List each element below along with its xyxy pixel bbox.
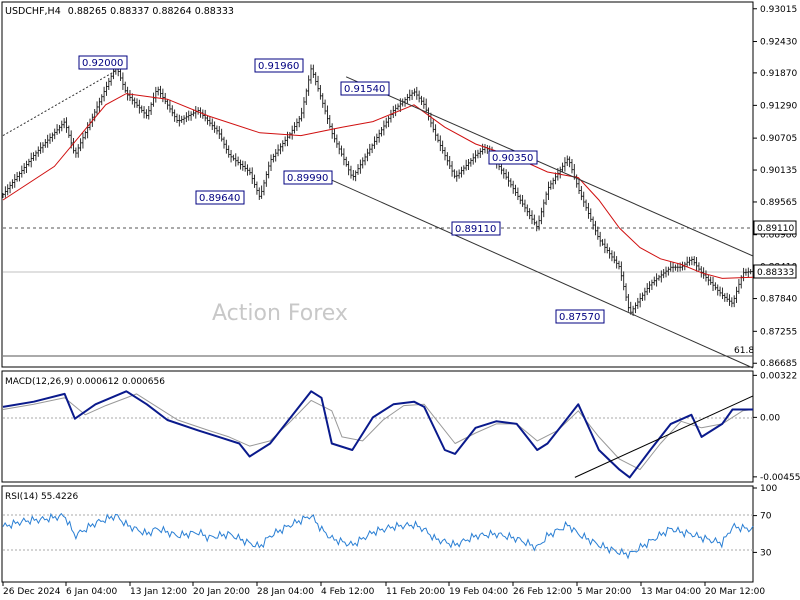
rsi-axis-label: 70 (760, 512, 772, 522)
level-price-tag: 0.89110 (753, 220, 797, 235)
svg-text:0.89640: 0.89640 (199, 193, 240, 204)
price-axis-label: 0.93015 (760, 5, 797, 15)
price-axis-label: 0.90705 (760, 134, 797, 144)
x-axis-label: 20 Mar 12:00 (705, 587, 765, 597)
macd-line (2, 390, 753, 479)
x-axis-label: 20 Jan 20:00 (193, 587, 250, 597)
macd-axis-label: 0.00322 (760, 371, 797, 381)
price-layer (1, 62, 755, 369)
annotation-box: 0.91960 (254, 58, 304, 73)
svg-text:0.91960: 0.91960 (258, 61, 299, 72)
macd-panel (1, 370, 754, 483)
x-axis: 26 Dec 2024 6 Jan 04:00 13 Jan 12:00 20 Jan… (2, 582, 765, 597)
price-axis-label: 0.86685 (760, 359, 797, 369)
annotation-box: 0.90350 (488, 150, 538, 165)
annotation-box: 0.89110 (451, 221, 501, 236)
svg-text:0.91540: 0.91540 (344, 84, 385, 95)
price-axis-label: 0.87255 (760, 327, 797, 337)
macd-layer (2, 390, 754, 479)
rsi-line (2, 512, 754, 560)
macd-axis-label: 0.00 (760, 413, 780, 423)
current-price-tag: 0.88333 (753, 264, 797, 279)
rsi-layer (2, 512, 754, 560)
price-axis-label: 0.88980 (760, 231, 797, 241)
price-annotations: 0.92000 0.91960 0.91540 0.90350 0.89640 … (78, 55, 605, 324)
price-axis-label: 0.89565 (760, 198, 797, 208)
macd-support-line (574, 395, 754, 478)
left-trendline (2, 65, 126, 137)
channel-upper-line (345, 76, 754, 257)
rsi-panel-title: RSI(14) 55.4226 (5, 492, 78, 502)
channel-lower-line (319, 174, 754, 369)
ohlc-values: 0.88265 0.88337 0.88264 0.88333 (68, 6, 234, 17)
price-axis-label: 0.87840 (760, 295, 797, 305)
symbol-label: USDCHF,H4 (5, 6, 61, 17)
svg-text:0.89990: 0.89990 (287, 173, 328, 184)
svg-text:0.89110: 0.89110 (455, 224, 496, 235)
annotation-box: 0.92000 (78, 55, 128, 70)
x-axis-label: 13 Jan 12:00 (130, 587, 187, 597)
svg-text:0.87570: 0.87570 (559, 312, 600, 323)
annotation-box: 0.87570 (555, 309, 605, 324)
fib-label: 61.8 (734, 346, 754, 356)
x-axis-label: 28 Jan 04:00 (257, 587, 314, 597)
x-axis-label: 5 Mar 20:00 (577, 587, 632, 597)
x-axis-label: 4 Feb 12:00 (321, 587, 375, 597)
moving-average-line (2, 93, 754, 279)
macd-signal-line (2, 393, 754, 471)
x-axis-label: 26 Dec 2024 (3, 587, 61, 597)
price-axis-label: 0.91870 (760, 69, 797, 79)
x-axis-label: 6 Jan 04:00 (66, 587, 118, 597)
price-axis-label: 0.92430 (760, 38, 797, 48)
rsi-panel (1, 485, 754, 583)
price-axis-label: 0.90135 (760, 166, 797, 176)
price-axis-label: 0.91290 (760, 101, 797, 111)
svg-text:0.88333: 0.88333 (757, 268, 794, 278)
svg-text:0.89110: 0.89110 (757, 224, 794, 234)
rsi-axis-label: 100 (760, 484, 777, 494)
macd-axis-label: -0.004559 (760, 473, 800, 483)
macd-axis: 0.00322 0.00 -0.004559 (753, 371, 800, 483)
x-axis-label: 11 Feb 20:00 (386, 587, 445, 597)
rsi-axis-label: 30 (760, 548, 772, 558)
svg-text:0.92000: 0.92000 (82, 58, 123, 69)
annotation-box: 0.91540 (340, 81, 390, 96)
x-axis-label: 26 Feb 12:00 (513, 587, 572, 597)
price-panel-title: USDCHF,H4 0.88265 0.88337 0.88264 0.8833… (5, 6, 234, 17)
svg-text:0.90350: 0.90350 (492, 153, 533, 164)
macd-panel-title: MACD(12,26,9) 0.000612 0.000656 (5, 377, 165, 387)
rsi-axis: 100 70 30 (753, 484, 777, 558)
x-axis-label: 13 Mar 04:00 (641, 587, 701, 597)
annotation-box: 0.89640 (195, 190, 245, 205)
annotation-box: 0.89990 (283, 170, 333, 185)
x-axis-label: 19 Feb 04:00 (449, 587, 508, 597)
watermark: Action Forex (212, 301, 348, 326)
